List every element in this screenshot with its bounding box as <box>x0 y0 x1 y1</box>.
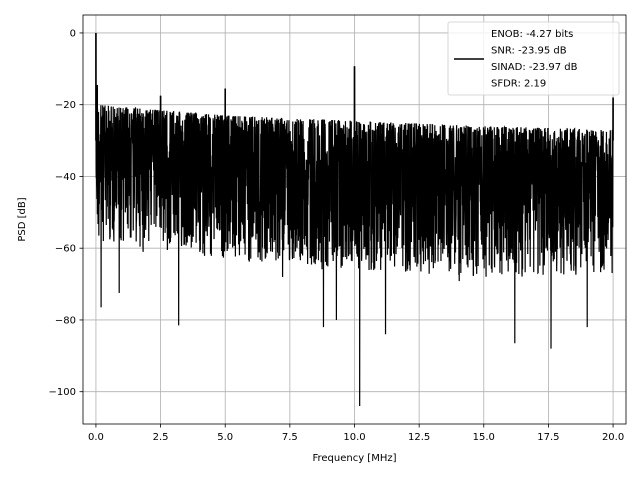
legend-snr: SNR: -23.95 dB <box>491 46 567 57</box>
x-tick-label: 15.0 <box>473 432 495 443</box>
y-axis-ticks: 0 −20 −40 −60 −80 −100 <box>49 28 83 398</box>
y-axis-label: PSD [dB] <box>17 197 28 241</box>
y-tick-label: 0 <box>70 28 76 39</box>
legend-sfdr: SFDR: 2.19 <box>491 79 546 90</box>
legend-enob: ENOB: -4.27 bits <box>491 29 573 40</box>
x-tick-label: 5.0 <box>217 432 233 443</box>
psd-series <box>95 32 614 407</box>
x-tick-label: 12.5 <box>408 432 430 443</box>
legend-box <box>447 21 620 96</box>
x-axis-ticks: 0.0 2.5 5.0 7.5 10.0 12.5 15.0 17.5 20.0 <box>88 424 624 443</box>
x-tick-label: 0.0 <box>88 432 104 443</box>
x-tick-label: 20.0 <box>602 432 624 443</box>
legend-sinad: SINAD: -23.97 dB <box>491 62 578 73</box>
x-tick-label: 2.5 <box>153 432 169 443</box>
y-tick-label: −60 <box>55 244 76 255</box>
x-tick-label: 10.0 <box>343 432 365 443</box>
y-tick-label: −20 <box>55 100 76 111</box>
legend: ENOB: -4.27 bits SNR: -23.95 dB SINAD: -… <box>447 21 620 96</box>
y-tick-label: −100 <box>49 387 76 398</box>
y-tick-label: −80 <box>55 315 76 326</box>
x-axis-label: Frequency [MHz] <box>312 453 396 464</box>
x-tick-label: 7.5 <box>282 432 298 443</box>
y-tick-label: −40 <box>55 172 76 183</box>
psd-line <box>95 32 614 407</box>
x-tick-label: 17.5 <box>537 432 559 443</box>
